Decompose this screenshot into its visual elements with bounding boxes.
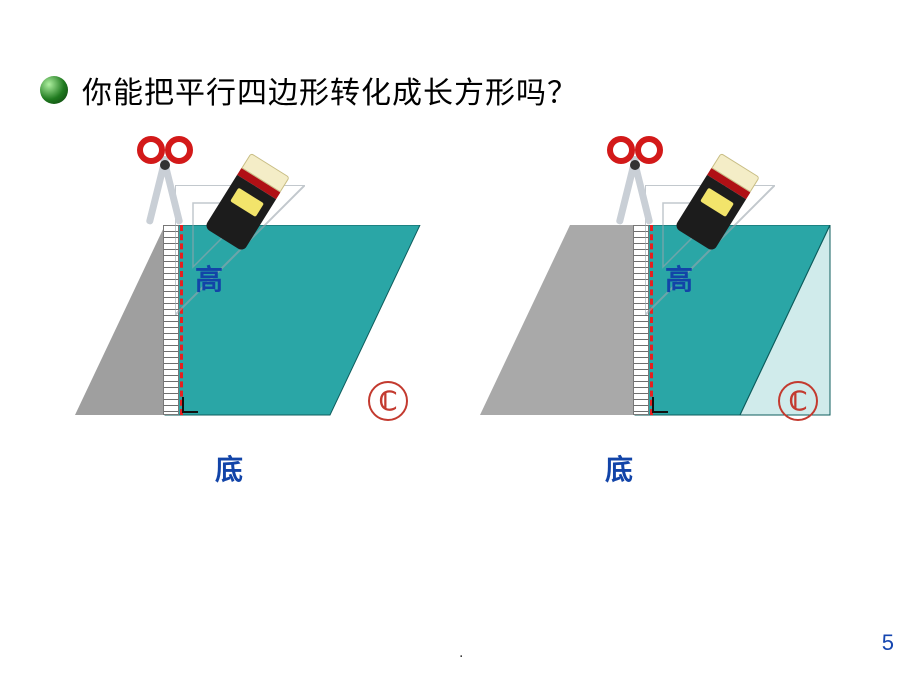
label-base: 底 <box>215 448 243 488</box>
label-height: 高 <box>665 258 693 298</box>
left-shade-triangle <box>75 225 165 415</box>
watermark-icon: ℂ <box>368 381 408 421</box>
label-base: 底 <box>605 448 633 488</box>
watermark-glyph: ℂ <box>379 386 397 417</box>
figure-left: ℂ 高 底 <box>60 140 440 520</box>
right-angle-mark <box>652 397 668 413</box>
diagram-stage: ℂ 高 底 <box>0 140 920 580</box>
footer-dot: . <box>459 644 463 662</box>
slide-title: 你能把平行四边形转化成长方形吗？ <box>82 68 578 112</box>
page-number: 5 <box>882 630 894 656</box>
watermark-icon: ℂ <box>778 381 818 421</box>
sphere-bullet-icon <box>40 76 68 104</box>
right-angle-mark <box>182 397 198 413</box>
slide-header: 你能把平行四边形转化成长方形吗？ <box>40 68 578 112</box>
scissors-icon <box>135 136 195 226</box>
figure-right: ℂ 高 底 <box>470 140 850 520</box>
watermark-glyph: ℂ <box>789 386 807 417</box>
right-shade-parallelogram <box>480 225 635 415</box>
label-height: 高 <box>195 258 223 298</box>
scissors-icon <box>605 136 665 226</box>
